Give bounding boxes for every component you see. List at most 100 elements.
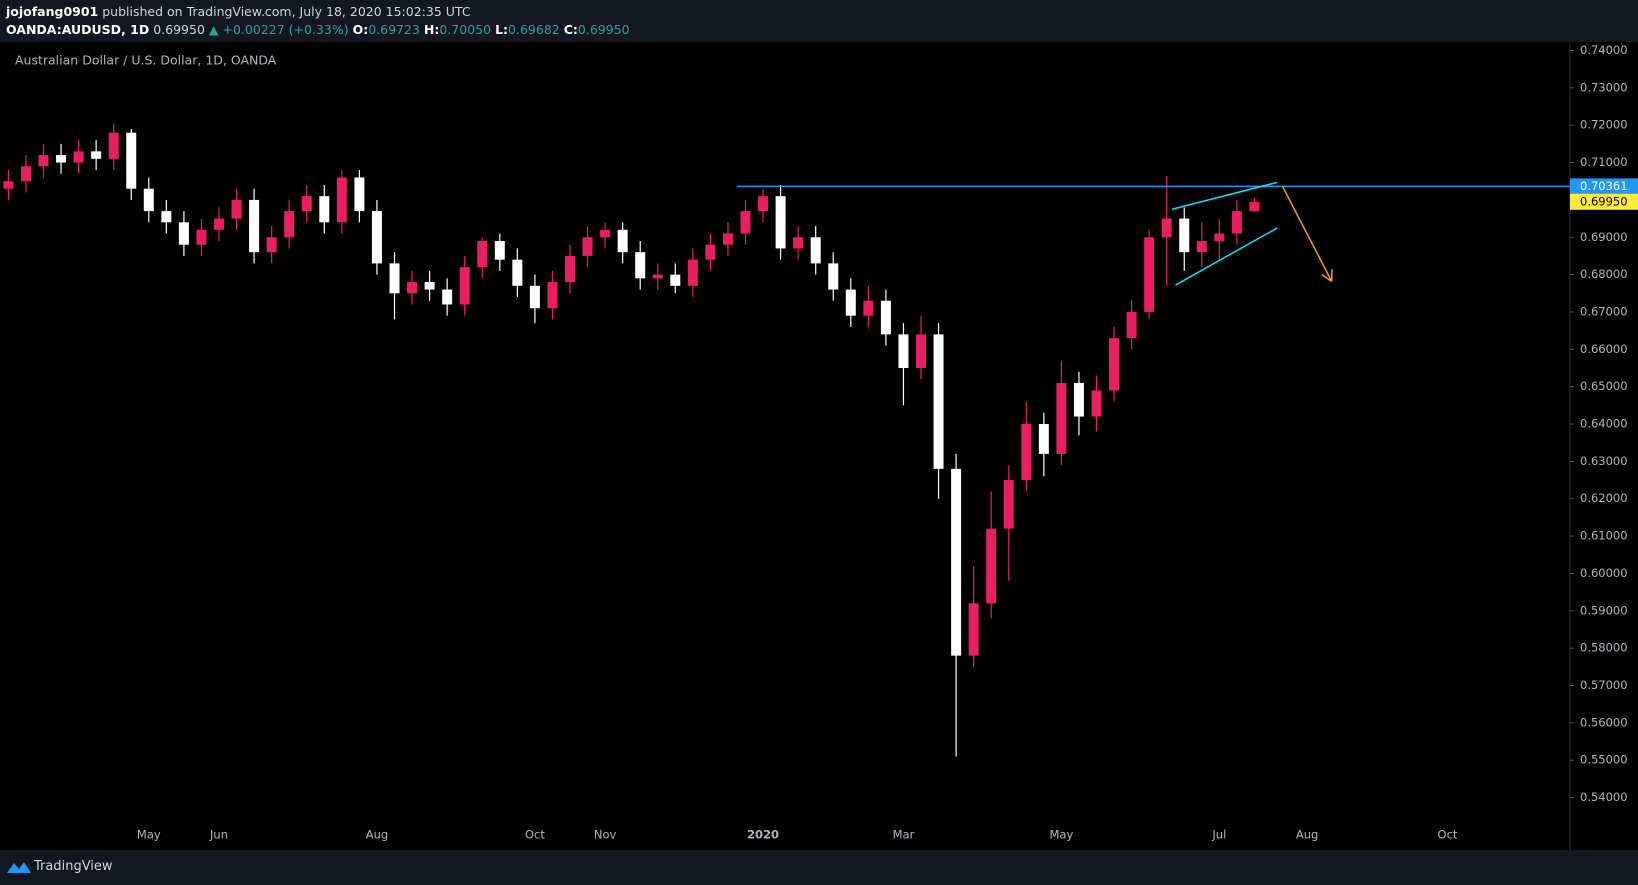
ohlc-value: 0.69682 [508,22,560,37]
candle-body [740,211,751,234]
y-tick-label: 0.56000 [1580,715,1628,729]
candle-body [635,252,646,279]
x-tick-label: Aug [366,828,388,842]
candle-body [1214,233,1225,241]
candle-body [38,155,49,167]
candle-body [1249,201,1260,212]
candle-body [336,177,347,223]
y-tick-label: 0.60000 [1580,566,1628,580]
candle-body [1021,424,1032,481]
candle-body [214,218,224,230]
candle-body [722,233,733,245]
last-price-label: 0.69950 [1580,194,1628,208]
candle-body [880,300,891,335]
candle-body [512,259,523,286]
chart: Australian Dollar / U.S. Dollar, 1D, OAN… [3,42,1638,850]
candle-body [371,211,382,264]
candle-body [143,188,154,212]
candle-body [1161,218,1172,238]
ohlc-label: C: [563,22,578,37]
candle-body [1179,218,1190,253]
candle-body [477,240,488,268]
candle-body [1056,382,1067,454]
ohlc: O:0.69723 H:0.70050 L:0.69682 C:0.69950 [353,22,634,37]
arrow [1281,186,1333,282]
ohlc-label: O: [352,22,369,37]
candle-body [845,289,856,316]
candle-body [407,282,418,294]
candle-body [1003,480,1014,529]
candle-body [986,528,997,604]
candle-body [266,237,277,253]
candle-body [161,211,172,223]
x-tick-label: Jul [1211,828,1226,842]
candle-body [758,196,769,212]
candle-body [687,259,698,286]
candle-body [1091,390,1102,417]
candle-body [547,282,558,309]
y-tick-label: 0.58000 [1580,641,1628,655]
y-tick-label: 0.71000 [1580,155,1628,169]
x-tick-label: Aug [1296,828,1318,842]
ohlc-value: 0.69950 [577,22,630,37]
candle-body [705,244,716,260]
candle-body [600,229,611,238]
candle-body [1073,382,1084,417]
candle-body [775,196,786,249]
candle-body [1144,237,1155,312]
candle-body [459,267,470,305]
price-label: 0.70361 [1580,179,1628,193]
candle-body [1231,211,1242,234]
candle-body [231,199,242,219]
arrow-head [1321,274,1333,282]
candle-body [3,181,14,189]
candle-body [933,334,944,469]
candle-body [249,199,260,253]
y-tick-label: 0.59000 [1580,603,1628,617]
ohlc-value: 0.69723 [368,22,420,37]
y-tick-label: 0.66000 [1580,342,1628,356]
change: ▲ +0.00227 (+0.33%) [208,22,349,37]
published: published on TradingView.com, July 18, 2… [102,4,471,19]
candle-body [1196,240,1207,253]
candle-body [1109,338,1120,391]
x-tick-label: May [1050,828,1074,842]
candle-body [301,196,312,212]
y-tick-label: 0.55000 [1580,753,1628,767]
candle-body [91,151,102,159]
symbol: OANDA:AUDUSD, 1D [6,22,150,37]
candle-body [529,285,540,309]
x-tick-label: Oct [525,828,545,842]
y-tick-label: 0.69000 [1580,230,1628,244]
author: jojofang0901 [6,4,99,19]
candle-body [652,274,663,279]
candle-body [863,300,874,316]
ohlc-value: 0.70050 [439,22,492,37]
ohlc-label: H: [423,22,440,37]
candle-body [20,166,31,182]
candle-body [178,222,189,245]
candle-body [565,255,575,283]
y-tick-label: 0.74000 [1580,43,1628,57]
y-tick-label: 0.73000 [1580,80,1628,94]
logo [7,862,31,873]
publish-line: jojofang0901 published on TradingView.co… [6,4,471,19]
brand: TradingView [34,859,113,874]
candle-body [424,282,435,290]
y-tick-label: 0.62000 [1580,491,1628,505]
y-tick-label: 0.65000 [1580,379,1628,393]
y-tick-label: 0.67000 [1580,304,1628,318]
candle-body [196,229,207,245]
candle-body [126,132,137,189]
candle-body [442,289,453,305]
x-tick-label: May [137,828,161,842]
x-tick-label: Mar [893,828,915,842]
last-price-bg [1570,193,1638,210]
symbol-line: OANDA:AUDUSD, 1D 0.69950 ▲ +0.00227 (+0.… [6,22,634,37]
trendline [1175,227,1278,286]
chart-title: Australian Dollar / U.S. Dollar, 1D, OAN… [15,53,277,68]
candle-body [617,229,628,253]
candle-body [1126,311,1137,339]
candle-body [354,177,365,212]
